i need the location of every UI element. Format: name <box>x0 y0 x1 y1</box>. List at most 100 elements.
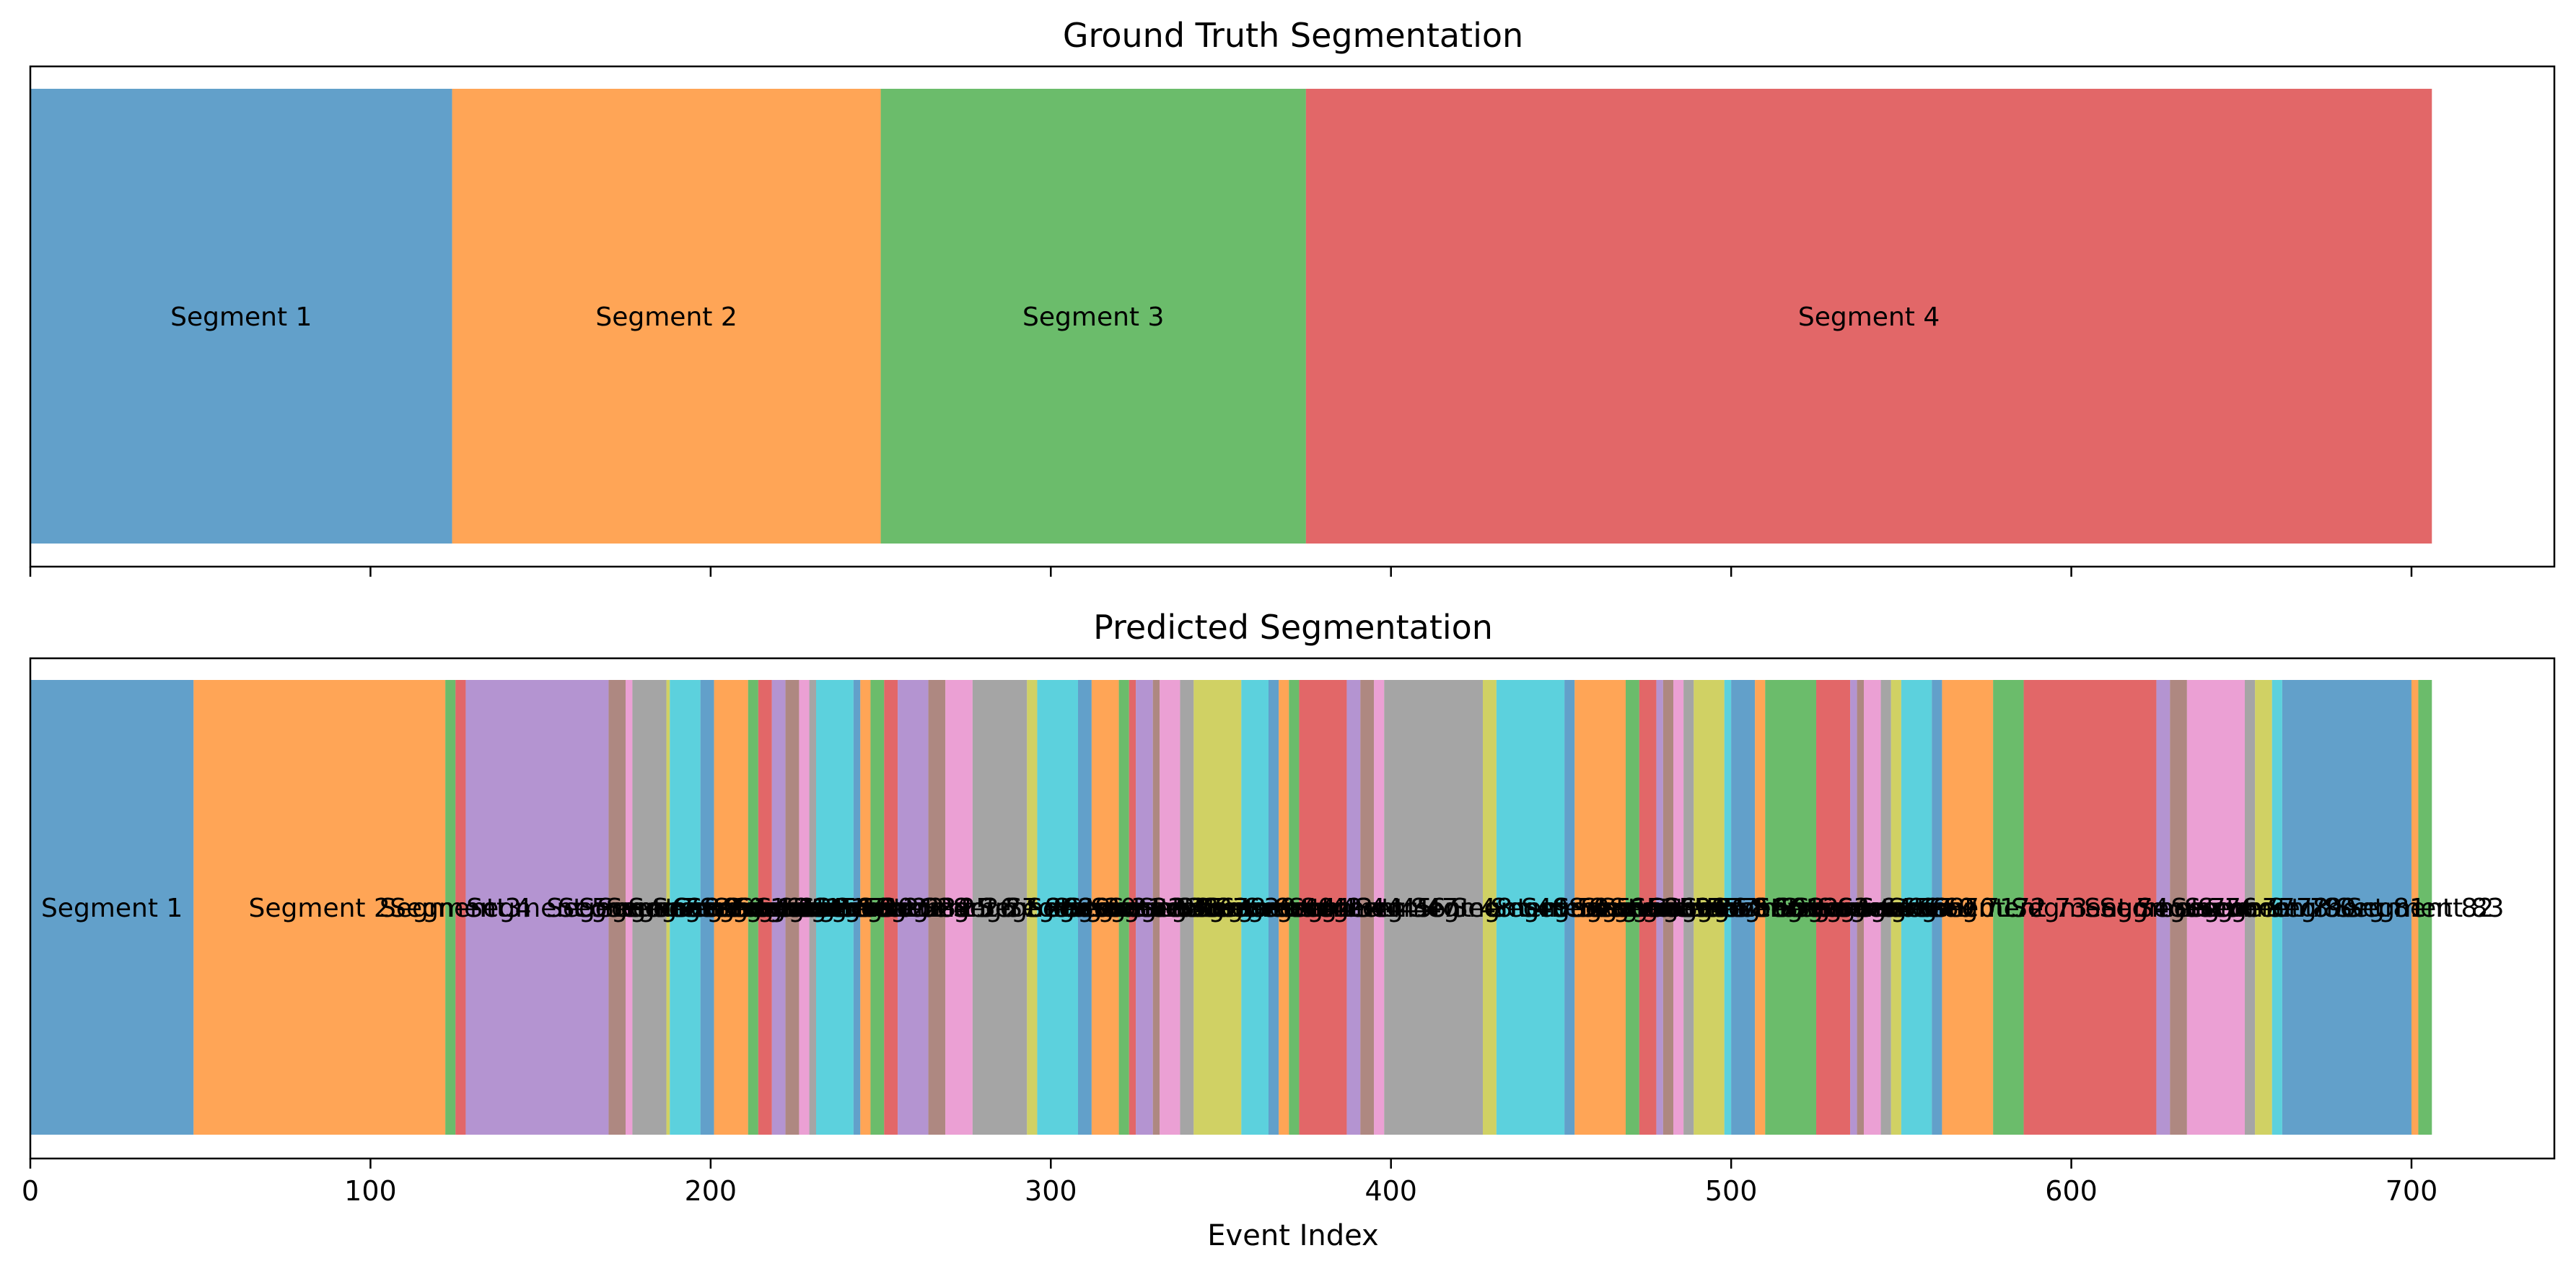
predicted-segment-label: Segment 58 <box>1610 894 1768 923</box>
predicted-segment-label: Segment 19 <box>737 894 895 923</box>
predicted-segment-label: Segment 6 <box>546 894 688 923</box>
predicted-segment-label: Segment 9 <box>597 894 739 923</box>
ground-truth-segment-label: Segment 3 <box>1022 302 1164 332</box>
ground-truth-segment-bar <box>1305 89 2432 544</box>
predicted-segment-bar <box>2170 680 2187 1135</box>
ground-truth-segment-bar <box>880 89 1306 544</box>
predicted-segment-bar <box>853 680 861 1135</box>
predicted-segment-label: Segment 65 <box>1774 894 1932 923</box>
predicted-segment-bar <box>1932 680 1942 1135</box>
predicted-segment-bar <box>1241 680 1269 1135</box>
predicted-segment-label: Segment 64 <box>1754 894 1912 923</box>
predicted-segment-label: Segment 23 <box>798 894 956 923</box>
predicted-segment-label: Segment 35 <box>1065 894 1223 923</box>
predicted-segment-bar <box>714 680 748 1135</box>
ground-truth-title: Ground Truth Segmentation <box>1063 16 1523 55</box>
predicted-segment-label: Segment 66 <box>1782 894 1940 923</box>
predicted-segment-bar <box>1574 680 1626 1135</box>
predicted-segment-bar <box>670 680 701 1135</box>
predicted-segment-bar <box>632 680 667 1135</box>
predicted-segment-bar <box>785 680 799 1135</box>
predicted-segment-bar <box>1269 680 1279 1135</box>
predicted-segment-label: Segment 36 <box>1077 894 1235 923</box>
predicted-segment-bar <box>1160 680 1180 1135</box>
predicted-segment-bar <box>1360 680 1375 1135</box>
predicted-segment-bar <box>1136 680 1153 1135</box>
predicted-segment-label: Segment 43 <box>1215 894 1373 923</box>
ground-truth-segment-bar <box>30 89 452 544</box>
predicted-segment-bar <box>1639 680 1657 1135</box>
predicted-segment-label: Segment 21 <box>778 894 936 923</box>
predicted-segment-bar <box>799 680 810 1135</box>
predicted-segment-bar <box>1755 680 1766 1135</box>
predicted-tick-label: 0 <box>22 1175 39 1207</box>
predicted-segment-bar <box>455 680 466 1135</box>
predicted-segment-bar <box>928 680 946 1135</box>
predicted-segment-label: Segment 73 <box>1929 894 2087 923</box>
ground-truth-panel: Ground Truth Segmentation Segment 1 Segme… <box>29 16 2556 577</box>
predicted-segment-label: Segment 2 <box>249 894 390 923</box>
predicted-segment-label: Segment 61 <box>1664 894 1822 923</box>
predicted-ticks: 0 100 200 300 400 500 600 700 <box>22 1159 2437 1207</box>
predicted-segment-bar <box>1037 680 1078 1135</box>
predicted-segment-bar <box>1993 680 2024 1135</box>
predicted-segment-label: Segment 63 <box>1712 894 1870 923</box>
predicted-segment-bar <box>626 680 633 1135</box>
predicted-segment-bar <box>884 680 898 1135</box>
predicted-segment-label: Segment 31 <box>1006 894 1164 923</box>
predicted-segment-label: Segment 74 <box>2011 894 2169 923</box>
predicted-segment-label: Segment 44 <box>1244 894 1402 923</box>
ground-truth-labels: Segment 1 Segment 2 Segment 3 Segment 4 <box>170 302 1940 332</box>
predicted-segment-label: Segment 1 <box>41 894 183 923</box>
predicted-segment-label: Segment 7 <box>558 894 700 923</box>
predicted-segment-label: Segment 76 <box>2099 894 2257 923</box>
ground-truth-segment-label: Segment 4 <box>1798 302 1940 332</box>
predicted-tick-label: 100 <box>344 1175 397 1207</box>
predicted-segment-bar <box>1864 680 1881 1135</box>
predicted-segment-label: Segment 68 <box>1807 894 1965 923</box>
predicted-segment-label: Segment 82 <box>2336 894 2494 923</box>
predicted-segment-bar <box>1765 680 1816 1135</box>
predicted-segment-bar <box>1289 680 1300 1135</box>
predicted-segment-label: Segment 53 <box>1554 894 1712 923</box>
predicted-segment-bar <box>1626 680 1639 1135</box>
predicted-segment-label: Segment 16 <box>713 894 871 923</box>
predicted-segment-label: Segment 28 <box>921 894 1079 923</box>
predicted-segment-bar <box>445 680 456 1135</box>
predicted-segment-label: Segment 4 <box>390 894 531 923</box>
predicted-segment-label: Segment 60 <box>1649 894 1807 923</box>
predicted-segment-bar <box>2418 680 2432 1135</box>
predicted-segment-label: Segment 81 <box>2268 894 2426 923</box>
predicted-segment-bar <box>608 680 626 1135</box>
predicted-segment-bar <box>945 680 973 1135</box>
ground-truth-segment-label: Segment 2 <box>595 302 737 332</box>
predicted-panel: Predicted Segmentation Segment 1 Segment … <box>22 608 2556 1252</box>
predicted-segment-label: Segment 57 <box>1599 894 1757 923</box>
predicted-segment-label: Segment 12 <box>652 894 810 923</box>
predicted-segment-bar <box>2186 680 2245 1135</box>
predicted-segment-bar <box>898 680 929 1135</box>
predicted-segment-label: Segment 79 <box>2184 894 2342 923</box>
predicted-segment-label: Segment 3 <box>380 894 521 923</box>
predicted-segment-bar <box>1880 680 1891 1135</box>
predicted-segment-bar <box>1279 680 1289 1135</box>
predicted-segment-label: Segment 14 <box>686 894 844 923</box>
predicted-segment-label: Segment 47 <box>1300 894 1458 923</box>
predicted-segment-bar <box>1118 680 1129 1135</box>
predicted-segment-bar <box>1857 680 1864 1135</box>
predicted-segment-label: Segment 49 <box>1411 894 1569 923</box>
predicted-segment-bar <box>1850 680 1857 1135</box>
predicted-segment-bar <box>1564 680 1575 1135</box>
predicted-bars <box>30 680 2432 1135</box>
predicted-segment-bar <box>1091 680 1119 1135</box>
predicted-segment-label: Segment 83 <box>2346 894 2504 923</box>
predicted-segment-bar <box>2245 680 2256 1135</box>
predicted-segment-bar <box>1496 680 1565 1135</box>
predicted-segment-bar <box>1656 680 1663 1135</box>
predicted-segment-label: Segment 10 <box>606 894 764 923</box>
predicted-segment-bar <box>1724 680 1732 1135</box>
predicted-segment-label: Segment 72 <box>1888 894 2046 923</box>
predicted-tick-label: 500 <box>1705 1175 1758 1207</box>
predicted-segment-label: Segment 17 <box>725 894 883 923</box>
predicted-segment-label: Segment 13 <box>674 894 832 923</box>
